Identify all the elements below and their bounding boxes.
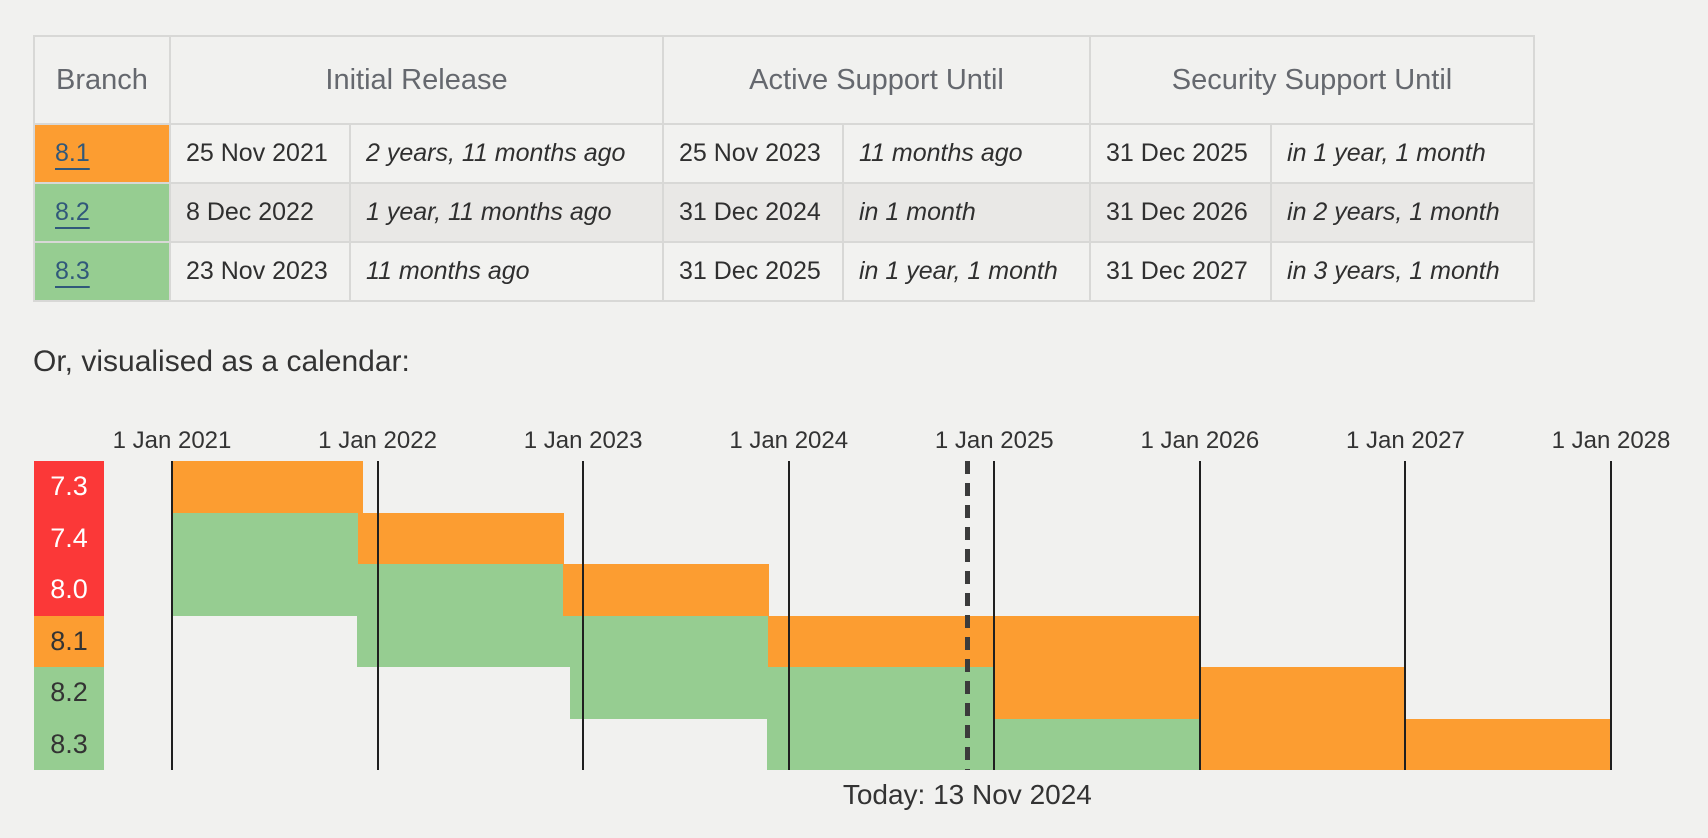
version-row-label: 7.3 [34, 461, 104, 513]
support-bar-security [563, 564, 769, 616]
branch-cell: 8.2 [33, 182, 171, 243]
today-line [964, 461, 970, 770]
security-until-date: 31 Dec 2026 [1089, 182, 1273, 243]
branch-cell: 8.1 [33, 123, 171, 184]
today-label: Today: 13 Nov 2024 [842, 779, 1092, 810]
header-security-support-until: Security Support Until [1089, 35, 1536, 125]
year-gridline [993, 461, 996, 770]
support-bar-active [172, 564, 564, 616]
initial-release-date: 23 Nov 2023 [169, 241, 351, 302]
branch-link[interactable]: 8.3 [55, 257, 90, 285]
support-bar-active [356, 615, 768, 667]
year-gridline [1609, 461, 1612, 770]
active-until-date: 31 Dec 2024 [662, 182, 844, 243]
year-gridline [787, 461, 790, 770]
version-row-label: 8.2 [34, 667, 104, 719]
branch-cell: 8.3 [33, 241, 171, 302]
support-bar-security [358, 512, 564, 564]
initial-release-date: 25 Nov 2021 [169, 123, 351, 184]
axis-tick-label: 1 Jan 2028 [1551, 427, 1671, 454]
security-until-relative: in 1 year, 1 month [1270, 123, 1536, 184]
support-bar-active [766, 718, 1200, 770]
version-row-label: 8.0 [34, 564, 104, 616]
security-until-date: 31 Dec 2027 [1089, 241, 1273, 302]
axis-tick-label: 1 Jan 2026 [1140, 427, 1260, 454]
axis-tick-label: 1 Jan 2021 [112, 427, 232, 454]
security-until-relative: in 2 years, 1 month [1270, 182, 1536, 243]
branch-link[interactable]: 8.1 [55, 139, 90, 167]
header-initial-release: Initial Release [169, 35, 664, 125]
year-gridline [1198, 461, 1201, 770]
support-bar-security [767, 615, 1200, 667]
version-row-label: 8.3 [34, 718, 104, 770]
axis-tick-label: 1 Jan 2024 [729, 427, 849, 454]
support-bar-security [172, 461, 363, 513]
year-gridline [582, 461, 585, 770]
support-bar-active [569, 667, 995, 719]
support-bar-active [172, 512, 359, 564]
version-row-label: 8.1 [34, 615, 104, 667]
initial-release-relative: 2 years, 11 months ago [349, 123, 664, 184]
header-active-support-until: Active Support Until [661, 35, 1092, 125]
support-table-row: 8.3 23 Nov 2023 11 months ago 31 Dec 2025 in… [33, 241, 1536, 302]
version-row-label: 7.4 [34, 512, 104, 564]
security-until-date: 31 Dec 2025 [1089, 123, 1273, 184]
year-gridline [171, 461, 173, 770]
support-calendar-chart: 1 Jan 2021 1 Jan 2022 1 Jan 2023 1 Jan 2024… [0, 426, 1708, 834]
active-until-relative: in 1 year, 1 month [841, 241, 1092, 302]
axis-tick-label: 1 Jan 2023 [523, 427, 643, 454]
support-table: Branch Initial Release Active Support Un… [33, 35, 1536, 302]
axis-tick-label: 1 Jan 2025 [934, 427, 1054, 454]
calendar-caption: Or, visualised as a calendar: [33, 345, 410, 378]
header-branch: Branch [33, 35, 171, 125]
support-table-row: 8.2 8 Dec 2022 1 year, 11 months ago 31 Dec… [33, 182, 1536, 243]
initial-release-relative: 1 year, 11 months ago [349, 182, 664, 243]
year-gridline [376, 461, 379, 770]
support-table-row: 8.1 25 Nov 2021 2 years, 11 months ago 25 N… [33, 123, 1536, 184]
active-until-date: 31 Dec 2025 [662, 241, 844, 302]
active-until-relative: 11 months ago [841, 123, 1092, 184]
year-gridline [1404, 461, 1407, 770]
initial-release-date: 8 Dec 2022 [169, 182, 351, 243]
active-until-relative: in 1 month [841, 182, 1092, 243]
active-until-date: 25 Nov 2023 [662, 123, 844, 184]
support-table-header-row: Branch Initial Release Active Support Un… [33, 35, 1536, 125]
axis-tick-label: 1 Jan 2027 [1346, 427, 1465, 454]
initial-release-relative: 11 months ago [349, 241, 664, 302]
security-until-relative: in 3 years, 1 month [1270, 241, 1536, 302]
axis-tick-label: 1 Jan 2022 [318, 427, 437, 454]
page: Branch Initial Release Active Support Un… [0, 0, 1708, 380]
branch-link[interactable]: 8.2 [55, 198, 90, 226]
